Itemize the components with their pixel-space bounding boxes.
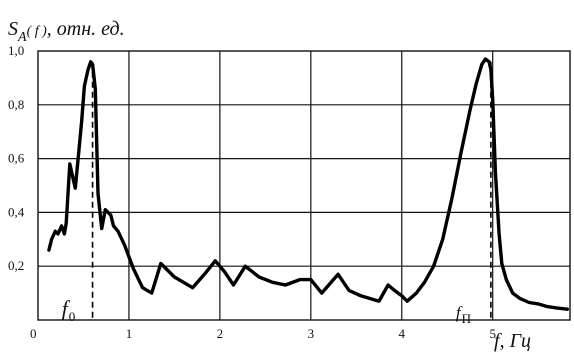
x-axis-label-units: , Гц (500, 330, 531, 352)
marker-label-sub: П (462, 311, 471, 326)
y-axis-label-sub: A (17, 30, 27, 45)
marker-label-main: f (62, 296, 71, 321)
x-tick-labels: 1 2 3 4 5 (126, 326, 496, 341)
y-tick-label: 0,8 (8, 97, 24, 112)
y-tick-labels: 0,2 0,4 0,6 0,8 1,0 (8, 43, 25, 273)
marker-label-sub: 0 (69, 309, 76, 324)
frequency-markers: f0 fП (62, 61, 492, 326)
marker-label-main: f (456, 303, 463, 322)
x-tick-label: 1 (126, 326, 133, 341)
x-tick-label: 5 (489, 326, 496, 341)
x-axis-label: f, Гц (494, 330, 531, 352)
y-axis-label-main: S (8, 18, 18, 40)
marker-label-fp: fП (456, 303, 471, 326)
y-axis-label-arg: ( f ) (27, 24, 48, 39)
y-tick-label: 0,4 (8, 204, 25, 219)
y-tick-label: 1,0 (8, 43, 24, 58)
x-tick-label: 3 (308, 326, 315, 341)
origin-label: 0 (30, 326, 37, 341)
series-line (47, 57, 569, 311)
marker-label-f0: f0 (62, 296, 76, 324)
y-tick-label: 0,2 (8, 258, 24, 273)
y-axis-label-units: , отн. ед. (47, 18, 125, 40)
plot-frame (37, 50, 571, 321)
y-tick-label: 0,6 (8, 151, 25, 166)
x-tick-label: 2 (217, 326, 224, 341)
x-axis-label-main: f (494, 330, 502, 352)
y-axis-label: SA( f ), отн. ед. (8, 18, 125, 45)
x-tick-label: 4 (399, 326, 406, 341)
